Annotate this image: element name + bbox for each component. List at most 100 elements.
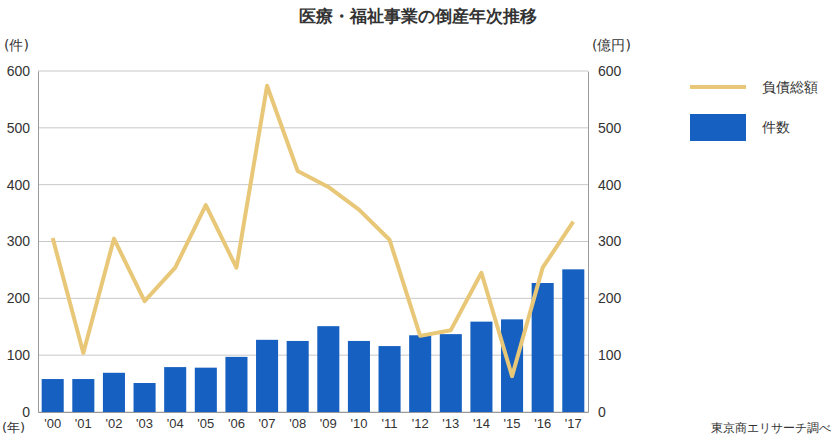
bar [562,269,584,412]
y-tick: 400 [7,177,38,193]
x-tick: '05 [197,412,214,431]
bar [42,379,64,412]
y2-tick-label: 100 [598,347,622,363]
line [53,86,574,376]
x-tick: '14 [473,412,490,431]
plot-area [42,86,585,412]
y2-tick-label: 300 [598,233,622,249]
x-tick-label: '02 [105,416,122,431]
bar [409,335,431,412]
y2-tick-label: 600 [598,63,622,79]
x-tick: '15 [504,412,521,431]
y2-tick: 200 [588,290,622,306]
bar [103,373,125,412]
bar [164,367,186,412]
x-tick: '11 [382,412,398,431]
grid [38,71,588,412]
y2-tick: 600 [588,63,622,79]
y-tick: 100 [7,347,38,363]
y2-tick: 400 [588,177,622,193]
bar [256,340,278,412]
y2-tick-label: 0 [598,404,606,420]
x-tick: '07 [259,412,276,431]
y-tick-label: 0 [22,404,30,420]
y-tick-label: 600 [7,63,31,79]
bar [134,383,156,412]
y-axis-title: (件) [4,37,29,53]
grid-line [38,127,588,128]
bar [225,357,247,412]
x-tick-label: '05 [197,416,214,431]
y2-tick-label: 500 [598,120,622,136]
y2-tick-label: 200 [598,290,622,306]
x-tick-label: '15 [504,416,521,431]
x-tick: '09 [320,412,337,431]
x-tick-label: '16 [534,416,551,431]
y-tick: 0 [22,404,38,420]
y-axis-line [38,72,39,413]
x-tick: '01 [75,412,92,431]
bar [348,341,370,412]
x-tick: '04 [167,412,184,431]
x-tick: '03 [136,412,153,431]
x-axis-title: (年) [2,420,25,435]
legend-label: 負債総額 [762,79,818,95]
y2-tick: 100 [588,347,622,363]
legend: 負債総額件数 [690,79,818,141]
bar [287,341,309,412]
grid-line [38,71,588,72]
y-tick: 600 [7,63,38,79]
bar [470,322,492,412]
x-tick-label: '08 [289,416,306,431]
chart-svg: 医療・福祉事業の倒産年次推移 0 100 200 300 400 500 600 0 100 200… [0,0,835,441]
x-tick-label: '11 [382,416,398,431]
y-tick-label: 300 [7,233,31,249]
legend-swatch [690,114,746,141]
x-tick: '06 [228,412,245,431]
x-tick-label: '01 [75,416,92,431]
y2-tick: 0 [588,404,606,420]
bar [317,326,339,412]
x-tick-label: '07 [259,416,276,431]
y2-tick: 300 [588,233,622,249]
y-tick-label: 100 [7,347,31,363]
x-tick-label: '00 [44,416,61,431]
x-tick-label: '04 [167,416,184,431]
bar [501,319,523,412]
y-axis: 0 100 200 300 400 500 600 [7,63,39,420]
y-tick: 300 [7,233,38,249]
x-tick: '16 [534,412,551,431]
grid-line [38,184,588,185]
y2-tick: 500 [588,120,622,136]
grid-line [38,298,588,299]
x-tick-label: '17 [565,416,582,431]
x-tick: '08 [289,412,306,431]
legend-label: 件数 [762,119,790,135]
x-tick: '17 [565,412,582,431]
y2-axis: 0 100 200 300 400 500 600 [588,63,622,420]
y2-axis-line [588,72,589,413]
x-tick-label: '09 [320,416,337,431]
legend-swatch [690,85,746,89]
y-tick-label: 200 [7,290,31,306]
bar [195,368,217,412]
x-tick-label: '14 [473,416,490,431]
x-tick-label: '03 [136,416,153,431]
y-tick-label: 400 [7,177,31,193]
x-tick-label: '06 [228,416,245,431]
y2-axis-title: (億円) [592,37,631,53]
bar [72,379,94,412]
x-axis: '00'01'02'03'04'05'06'07'08'09'10'11'12'… [39,412,589,431]
bar [379,346,401,412]
x-tick: '00 [44,412,61,431]
source-note: 東京商エリサーチ調べ [711,421,831,435]
title: 医療・福祉事業の倒産年次推移 [299,6,537,26]
y-tick: 500 [7,120,38,136]
x-tick: '12 [412,412,429,431]
bar [440,334,462,412]
grid-line [38,241,588,242]
x-tick-label: '12 [412,416,429,431]
y-tick-label: 500 [7,120,31,136]
y-tick: 200 [7,290,38,306]
chart-container: 医療・福祉事業の倒産年次推移 0 100 200 300 400 500 600 0 100 200… [0,0,835,441]
